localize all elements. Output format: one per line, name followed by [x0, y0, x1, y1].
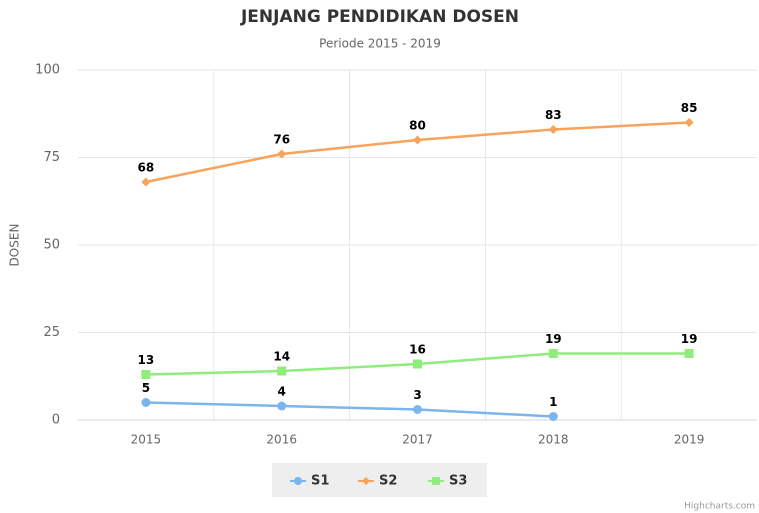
- data-label: 3: [413, 388, 421, 402]
- x-tick-label: 2016: [266, 433, 297, 447]
- data-label: 4: [278, 385, 286, 399]
- y-tick-label: 25: [43, 325, 60, 340]
- point: [548, 412, 558, 421]
- x-tick-label: 2018: [538, 433, 569, 447]
- legend-box: [272, 463, 487, 497]
- data-label: 1: [549, 395, 557, 409]
- data-label: 5: [142, 381, 150, 395]
- data-label: 19: [545, 332, 562, 346]
- data-label: 16: [409, 343, 426, 357]
- y-axis-title: DOSEN: [8, 224, 22, 267]
- y-tick-label: 100: [35, 63, 60, 78]
- x-tick-label: 2017: [402, 433, 433, 447]
- point: [413, 359, 422, 369]
- point: [277, 401, 287, 411]
- data-label: 13: [138, 353, 155, 367]
- y-tick-label: 75: [43, 150, 60, 165]
- data-label: 85: [681, 101, 698, 115]
- data-label: 68: [138, 161, 155, 175]
- data-label: 80: [409, 119, 426, 133]
- legend-marker: [362, 477, 370, 485]
- y-tick-label: 0: [52, 413, 60, 428]
- data-label: 76: [273, 133, 290, 147]
- x-tick-label: 2015: [131, 433, 162, 447]
- point: [141, 370, 151, 379]
- point: [277, 149, 287, 159]
- point: [413, 135, 422, 145]
- point: [548, 125, 558, 134]
- data-label: 14: [273, 350, 290, 364]
- chart-subtitle: Periode 2015 - 2019: [319, 37, 441, 51]
- legend-label[interactable]: S2: [379, 474, 397, 489]
- legend-label[interactable]: S3: [449, 474, 467, 489]
- point: [277, 366, 287, 376]
- data-label: 83: [545, 108, 562, 122]
- y-tick-label: 50: [43, 238, 60, 253]
- legend-marker: [432, 477, 440, 485]
- point: [141, 177, 151, 187]
- point: [141, 398, 151, 407]
- data-label: 19: [681, 332, 698, 346]
- point: [413, 405, 422, 414]
- series-line: [145, 401, 554, 418]
- point: [548, 349, 558, 358]
- legend-label[interactable]: S1: [311, 474, 329, 489]
- credits[interactable]: Highcharts.com: [684, 502, 755, 512]
- point: [684, 349, 694, 358]
- legend-marker: [294, 477, 302, 485]
- x-tick-label: 2019: [674, 433, 705, 447]
- point: [684, 118, 694, 127]
- chart-title: JENJANG PENDIDIKAN DOSEN: [240, 7, 519, 27]
